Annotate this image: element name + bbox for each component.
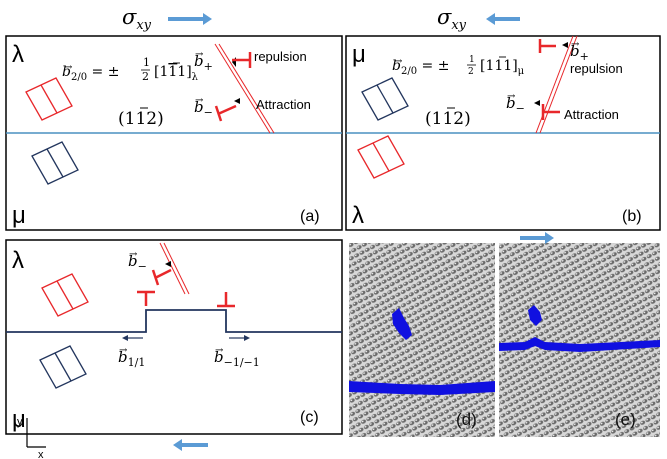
shear-arrowhead (203, 13, 212, 25)
svg-text:→: → (394, 56, 403, 67)
lambda-unit-cell (25, 77, 73, 121)
mu-unit-cell (361, 77, 409, 121)
panel-a: λ μ (a) b2/0 = ± → 1 2 [111]λ (112) b+ → (5, 35, 343, 231)
phase-label-bottom: μ (12, 406, 26, 433)
y-axis-label: y (17, 416, 23, 428)
svg-text:→: → (215, 345, 224, 356)
attraction-label: Attraction (564, 107, 619, 122)
lambda-unit-cell (357, 135, 405, 179)
repulsion-label: repulsion (254, 49, 307, 64)
phase-label-bottom: λ (352, 202, 364, 229)
stress-subscript: xy (451, 18, 466, 33)
b-plus-label: b+ (194, 52, 213, 73)
interface-atoms (499, 337, 660, 352)
b-plus-label: b+ (570, 42, 589, 63)
direction-vector: [111]μ (480, 58, 525, 77)
dislocation-symbol-plus (538, 39, 556, 53)
panel-c: λ μ (c) b− → b1/1 → b−1/−1 → (5, 239, 343, 435)
stress-indicator-b: σxy (437, 5, 520, 33)
b-minus-label: b− (128, 252, 147, 273)
svg-text:→: → (571, 39, 580, 50)
phase-label-top: μ (352, 41, 366, 68)
dislocation-symbol-plus (232, 52, 252, 68)
burgers-vector-equation: b2/0 = ± (392, 58, 449, 77)
panel-label: (c) (300, 409, 319, 426)
habit-plane: (112) (118, 109, 164, 129)
b-minus-label: b− (506, 94, 525, 115)
dislocation-symbol-minus (541, 104, 560, 120)
mu-unit-cell (39, 345, 87, 389)
panel-label: (a) (300, 208, 320, 225)
panel-label: (b) (622, 208, 642, 225)
slip-trace (159, 242, 186, 295)
coordinate-axes: y x (17, 416, 46, 459)
b-minus1-minus1-label: b−1/−1 (214, 348, 260, 369)
arrow-over-b: → (64, 62, 73, 73)
panel-e: (e) (499, 243, 660, 437)
fraction-numerator: 1 (143, 56, 150, 69)
svg-text:1: 1 (469, 55, 475, 65)
fraction-denominator: 2 (142, 70, 149, 83)
panel-d: (d) (349, 243, 495, 437)
stress-subscript: xy (136, 18, 151, 33)
dislocation-symbol-minus (214, 104, 237, 122)
atomistic-image (349, 243, 495, 437)
stress-symbol: σ (437, 5, 452, 29)
atomistic-image (499, 243, 660, 437)
panel-frame (5, 239, 343, 435)
phase-label-bottom: μ (12, 202, 26, 229)
svg-text:→: → (119, 345, 128, 356)
svg-text:2: 2 (468, 67, 474, 77)
panel-label: (d) (456, 410, 477, 429)
phase-label-top: λ (12, 247, 24, 274)
step-dislocation-left (137, 290, 155, 306)
svg-text:→: → (507, 91, 516, 102)
stress-symbol: σ (122, 5, 137, 29)
repulsion-label: repulsion (570, 61, 623, 76)
stress-indicator-a: σxy (122, 5, 212, 33)
attraction-label: Attraction (256, 97, 311, 112)
b-minus-label: b− (194, 98, 213, 119)
shear-arrowhead (486, 13, 495, 25)
direction-vector: [111]λ (154, 64, 199, 83)
dislocation-symbol-minus (151, 268, 172, 286)
b-11-label: b1/1 (118, 348, 145, 369)
defect-cluster (528, 305, 542, 326)
svg-text:σxy: σxy (122, 5, 152, 33)
mu-unit-cell (31, 141, 79, 185)
panel-b: μ λ (b) b2/0 = ± → 1 2 [111]μ (112) b+ →… (345, 35, 661, 231)
svg-text:→: → (129, 249, 138, 260)
step-dislocation-right (217, 292, 235, 308)
x-axis-label: x (38, 449, 44, 459)
phase-label-top: λ (12, 41, 24, 68)
stepped-interface (6, 309, 342, 333)
burgers-vector-equation: b2/0 = ± (62, 64, 119, 83)
habit-plane: (112) (425, 109, 471, 129)
svg-text:σxy: σxy (437, 5, 467, 33)
lambda-unit-cell (41, 273, 89, 317)
slip-trace (214, 43, 271, 134)
interface-atoms (349, 381, 495, 395)
defect-cluster (392, 308, 412, 340)
svg-text:→: → (195, 95, 204, 106)
panel-label: (e) (615, 410, 636, 429)
svg-text:→: → (195, 49, 204, 60)
